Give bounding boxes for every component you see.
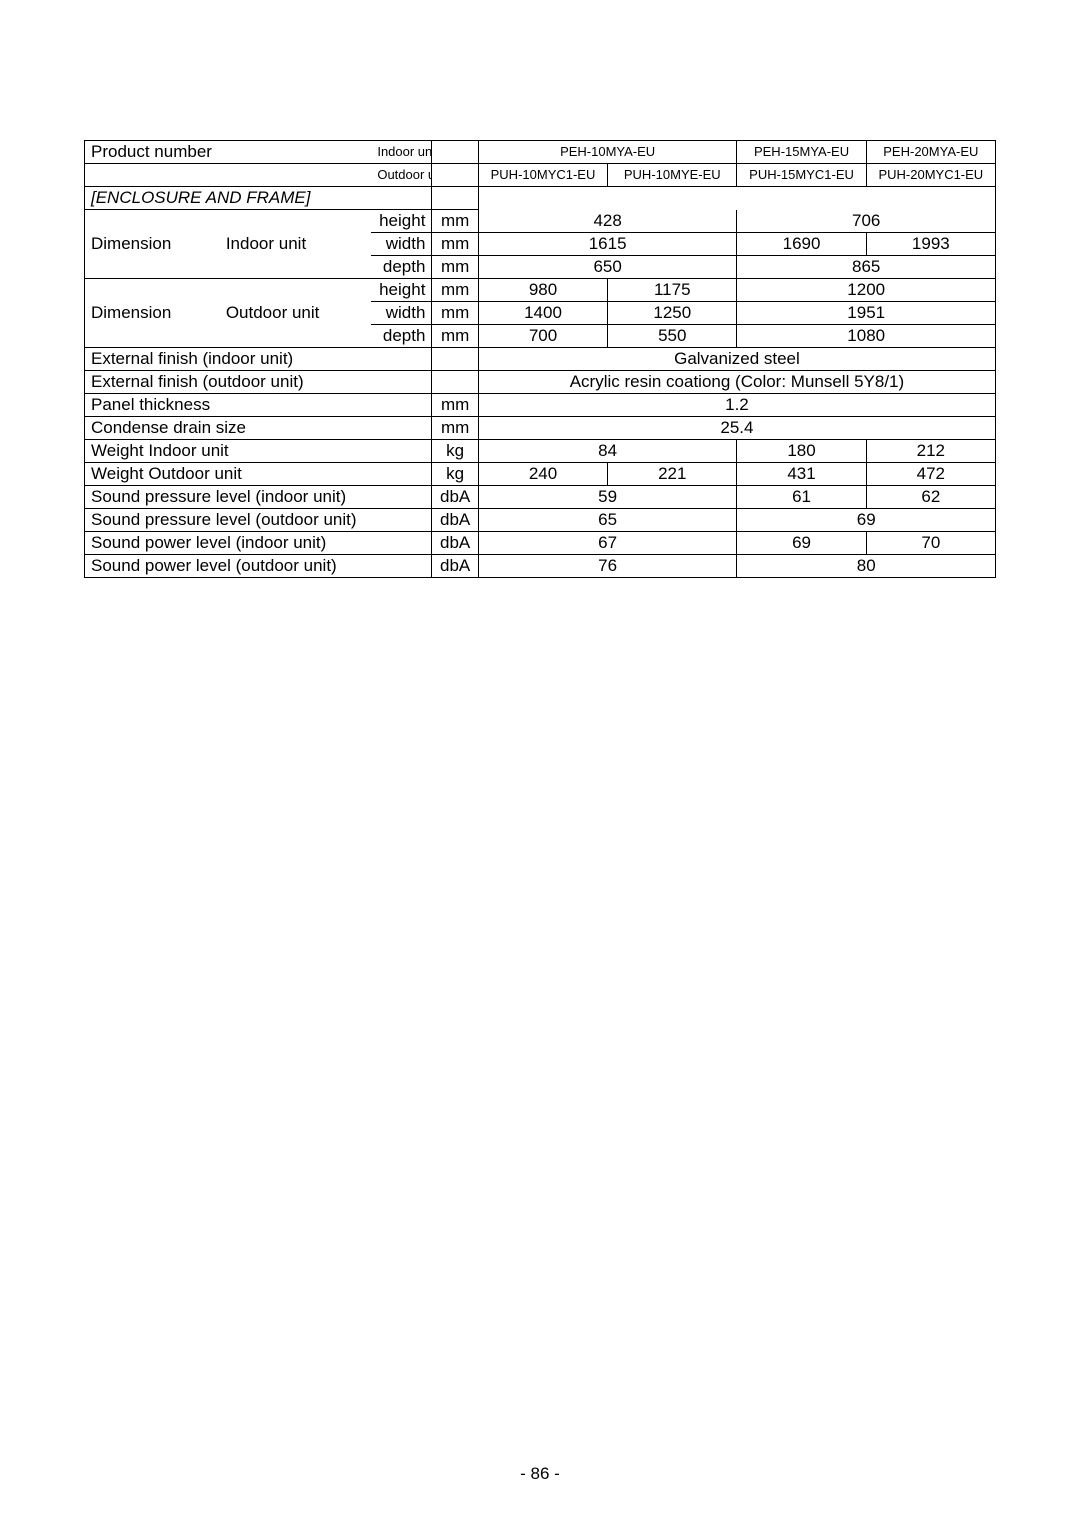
label-spl-indoor: Sound pressure level (indoor unit) [85, 486, 432, 509]
label-height: height [371, 210, 432, 233]
val-ext-finish-indoor: Galvanized steel [478, 348, 995, 371]
label-height: height [371, 279, 432, 302]
val-dim-out-w-c: 1951 [737, 302, 996, 325]
unit-mm: mm [432, 302, 478, 325]
unit-mm: mm [432, 210, 478, 233]
unit-mm: mm [432, 279, 478, 302]
val-spl-in-b: 61 [737, 486, 866, 509]
section-enclosure-frame: [ENCLOSURE AND FRAME] [85, 187, 432, 210]
unit-kg: kg [432, 440, 478, 463]
label-indoor-unit: Indoor unit [371, 141, 432, 164]
label-panel-thickness: Panel thickness [85, 394, 432, 417]
val-w-out-c: 431 [737, 463, 866, 486]
model-indoor-2: PEH-20MYA-EU [866, 141, 995, 164]
model-outdoor-1: PUH-10MYE-EU [608, 164, 737, 187]
val-dim-out-d-a: 700 [478, 325, 607, 348]
val-dim-in-h-b: 706 [737, 210, 996, 233]
val-dim-in-h-a: 428 [478, 210, 737, 233]
label-weight-indoor: Weight Indoor unit [85, 440, 432, 463]
val-dim-out-w-b: 1250 [608, 302, 737, 325]
val-spw-out-b: 80 [737, 555, 996, 578]
label-spw-indoor: Sound power level (indoor unit) [85, 532, 432, 555]
val-spl-in-a: 59 [478, 486, 737, 509]
unit-dba: dbA [432, 486, 478, 509]
val-spl-out-a: 65 [478, 509, 737, 532]
label-outdoor-unit: Outdoor unit [371, 164, 432, 187]
label-ext-finish-indoor: External finish (indoor unit) [85, 348, 432, 371]
page: Product number Indoor unit PEH-10MYA-EU … [0, 0, 1080, 1528]
label-dimension-indoor: Dimension [85, 210, 220, 279]
label-dimension-outdoor: Dimension [85, 279, 220, 348]
val-spw-in-b: 69 [737, 532, 866, 555]
label-spw-outdoor: Sound power level (outdoor unit) [85, 555, 432, 578]
blank-cell [432, 164, 478, 187]
val-w-in-b: 180 [737, 440, 866, 463]
blank-cell [432, 187, 478, 210]
label-condense-drain: Condense drain size [85, 417, 432, 440]
label-width: width [371, 302, 432, 325]
val-dim-out-w-a: 1400 [478, 302, 607, 325]
model-outdoor-3: PUH-20MYC1-EU [866, 164, 995, 187]
page-footer: - 86 - [0, 1464, 1080, 1484]
val-ext-finish-outdoor: Acrylic resin coationg (Color: Munsell 5… [478, 371, 995, 394]
blank-cell [478, 187, 995, 210]
blank-cell [432, 141, 478, 164]
val-w-in-a: 84 [478, 440, 737, 463]
val-dim-out-h-a: 980 [478, 279, 607, 302]
unit-mm: mm [432, 417, 478, 440]
label-spl-outdoor: Sound pressure level (outdoor unit) [85, 509, 432, 532]
val-spw-in-a: 67 [478, 532, 737, 555]
model-outdoor-0: PUH-10MYC1-EU [478, 164, 607, 187]
unit-mm: mm [432, 394, 478, 417]
val-dim-out-h-b: 1175 [608, 279, 737, 302]
spec-table: Product number Indoor unit PEH-10MYA-EU … [84, 140, 996, 578]
blank-cell [432, 348, 478, 371]
label-weight-outdoor: Weight Outdoor unit [85, 463, 432, 486]
unit-mm: mm [432, 256, 478, 279]
label-dimension-outdoor-sub: Outdoor unit [220, 279, 372, 348]
val-w-in-c: 212 [866, 440, 995, 463]
unit-kg: kg [432, 463, 478, 486]
val-w-out-b: 221 [608, 463, 737, 486]
label-depth: depth [371, 256, 432, 279]
blank-cell [85, 164, 372, 187]
val-spw-out-a: 76 [478, 555, 737, 578]
val-condense-drain: 25.4 [478, 417, 995, 440]
val-dim-in-d-b: 865 [737, 256, 996, 279]
model-indoor-1: PEH-15MYA-EU [737, 141, 866, 164]
val-w-out-d: 472 [866, 463, 995, 486]
val-spl-out-b: 69 [737, 509, 996, 532]
val-dim-out-h-c: 1200 [737, 279, 996, 302]
blank-cell [432, 371, 478, 394]
unit-mm: mm [432, 325, 478, 348]
val-dim-in-w-c: 1993 [866, 233, 995, 256]
val-dim-out-d-b: 550 [608, 325, 737, 348]
val-spw-in-c: 70 [866, 532, 995, 555]
label-ext-finish-outdoor: External finish (outdoor unit) [85, 371, 432, 394]
unit-dba: dbA [432, 555, 478, 578]
model-outdoor-2: PUH-15MYC1-EU [737, 164, 866, 187]
val-panel-thickness: 1.2 [478, 394, 995, 417]
label-width: width [371, 233, 432, 256]
label-depth: depth [371, 325, 432, 348]
val-dim-in-d-a: 650 [478, 256, 737, 279]
unit-dba: dbA [432, 509, 478, 532]
model-indoor-0: PEH-10MYA-EU [478, 141, 737, 164]
unit-dba: dbA [432, 532, 478, 555]
val-dim-in-w-b: 1690 [737, 233, 866, 256]
label-dimension-indoor-sub: Indoor unit [220, 210, 372, 279]
val-dim-in-w-a: 1615 [478, 233, 737, 256]
val-spl-in-c: 62 [866, 486, 995, 509]
label-product-number: Product number [85, 141, 372, 164]
unit-mm: mm [432, 233, 478, 256]
val-dim-out-d-c: 1080 [737, 325, 996, 348]
val-w-out-a: 240 [478, 463, 607, 486]
